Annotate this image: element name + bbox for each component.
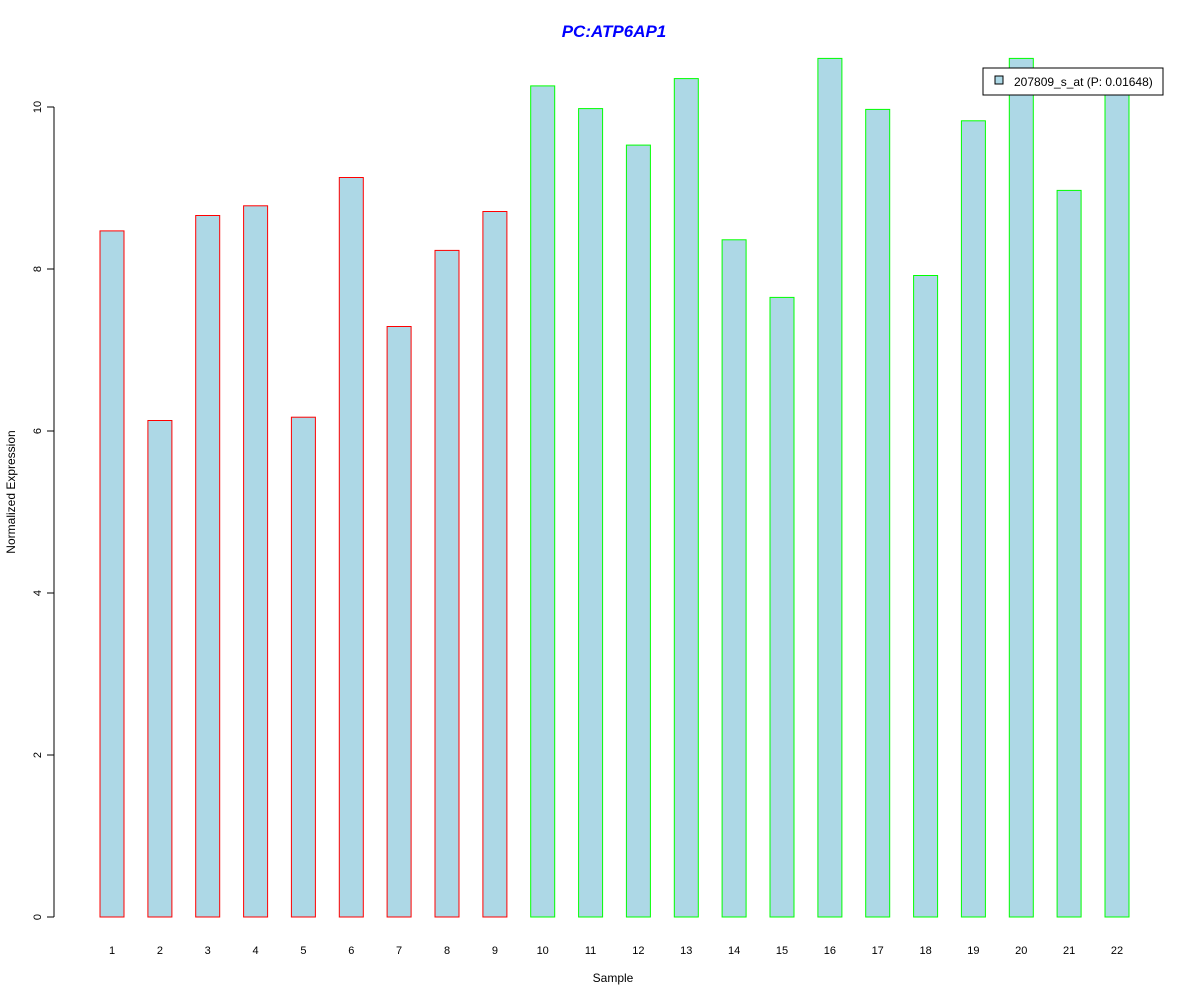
bar-sample-5	[290, 416, 316, 918]
bar-sample-18	[913, 275, 939, 918]
bar-sample-15	[769, 296, 795, 918]
legend-swatch	[994, 75, 1004, 85]
x-tick-label: 4	[253, 945, 259, 957]
y-ticks: 0 2 4 6 8 10	[32, 101, 54, 920]
bar-sample-1	[99, 230, 125, 918]
bar-sample-2	[147, 420, 173, 918]
x-tick-label: 21	[1063, 945, 1075, 957]
y-tick-label: 0	[32, 914, 44, 920]
bar-sample-10	[530, 85, 556, 918]
x-tick-label: 9	[492, 945, 498, 957]
x-tick-label: 3	[205, 945, 211, 957]
x-tick-label: 5	[300, 945, 306, 957]
x-tick-label: 2	[157, 945, 163, 957]
x-tick-label: 1	[109, 945, 115, 957]
y-tick-label: 6	[32, 428, 44, 434]
bar-sample-21	[1056, 189, 1082, 918]
x-tick-label: 10	[537, 945, 549, 957]
y-tick-label: 10	[32, 101, 44, 113]
x-tick-label: 11	[585, 945, 596, 957]
bar-sample-8	[434, 249, 460, 918]
y-tick-label: 8	[32, 266, 44, 272]
y-tick-label: 4	[32, 590, 44, 596]
x-tick-labels: 1 2 3 4 5 6 7 8 9 10 11 12 13 14 15 16 17 18 19 20 21 22	[109, 945, 1123, 957]
bar-sample-3	[195, 215, 221, 918]
x-tick-label: 16	[824, 945, 836, 957]
x-tick-label: 14	[728, 945, 740, 957]
bar-sample-14	[721, 239, 747, 918]
bar-sample-13	[673, 78, 699, 918]
x-axis-label: Sample	[593, 971, 634, 985]
bar-sample-7	[386, 326, 412, 918]
x-tick-label: 18	[919, 945, 931, 957]
bar-sample-20	[1008, 57, 1034, 918]
legend-box	[982, 67, 1164, 96]
chart-title: PC:ATP6AP1	[562, 22, 667, 41]
bar-sample-9	[482, 211, 508, 918]
bar-sample-12	[625, 144, 651, 918]
x-tick-label: 13	[680, 945, 692, 957]
bar-sample-4	[243, 205, 269, 918]
bar-sample-11	[578, 108, 604, 918]
x-tick-label: 17	[872, 945, 884, 957]
x-tick-label: 7	[396, 945, 402, 957]
bar-sample-22	[1104, 82, 1130, 918]
legend-label: 207809_s_at (P: 0.01648)	[1014, 75, 1153, 89]
y-axis-label: Normalized Expression	[4, 430, 18, 553]
bar-sample-6	[338, 177, 364, 918]
bar-sample-17	[865, 108, 891, 918]
x-tick-label: 8	[444, 945, 450, 957]
y-tick-label: 2	[32, 752, 44, 758]
legend: 207809_s_at (P: 0.01648)	[982, 67, 1164, 96]
x-tick-label: 22	[1111, 945, 1123, 957]
x-tick-label: 20	[1015, 945, 1027, 957]
x-tick-label: 6	[348, 945, 354, 957]
bars	[99, 57, 1130, 918]
bar-sample-19	[960, 120, 986, 918]
x-tick-label: 12	[632, 945, 644, 957]
x-tick-label: 15	[776, 945, 788, 957]
x-tick-label: 19	[967, 945, 979, 957]
bar-sample-16	[817, 57, 843, 918]
